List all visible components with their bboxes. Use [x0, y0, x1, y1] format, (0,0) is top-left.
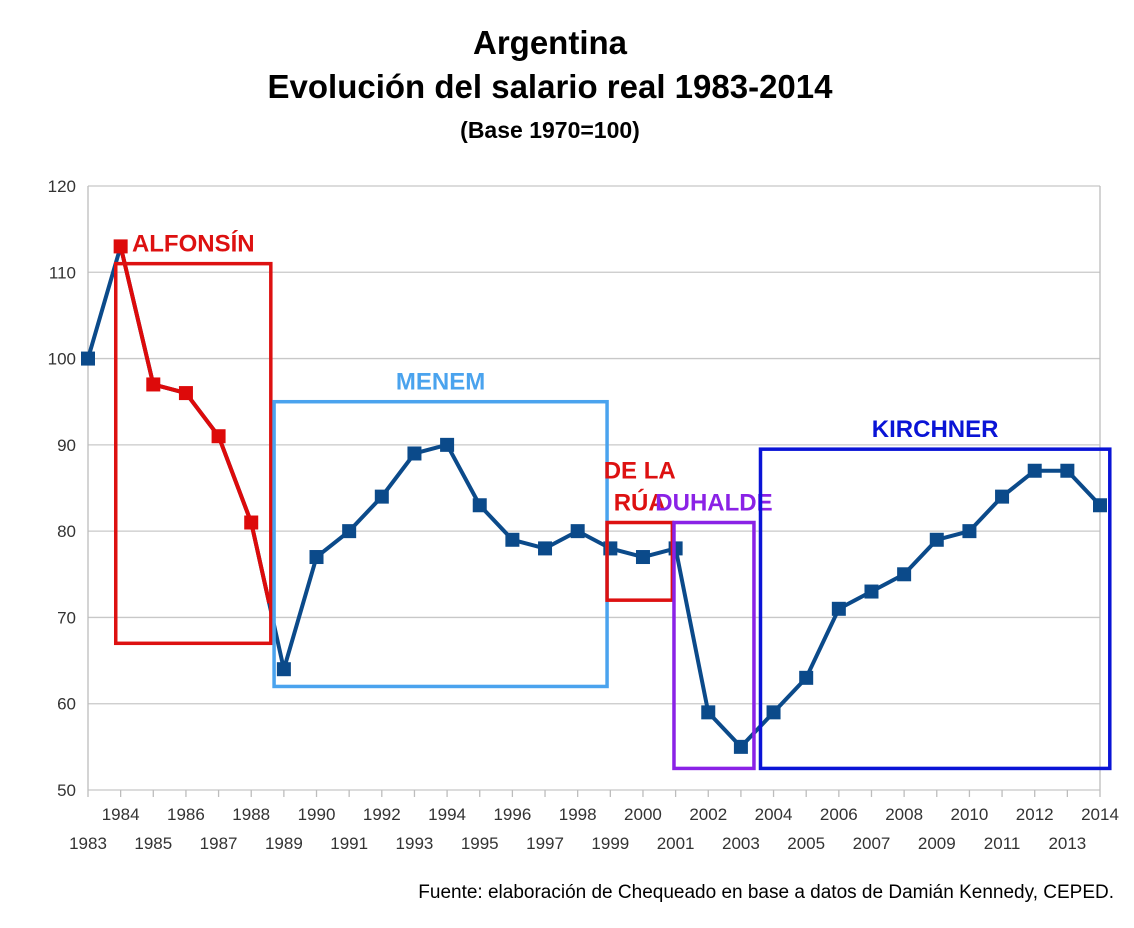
- data-point: [538, 541, 553, 556]
- y-tick-label: 50: [57, 781, 76, 800]
- x-tick-label: 1983: [69, 834, 107, 853]
- data-point: [799, 670, 814, 685]
- x-tick-label: 2014: [1081, 805, 1119, 824]
- data-point: [995, 489, 1010, 504]
- x-tick-label: 1994: [428, 805, 466, 824]
- annotation-label: ALFONSÍN: [132, 230, 255, 258]
- chart-title-line-1: Argentina: [472, 24, 627, 61]
- x-tick-label: 2001: [657, 834, 695, 853]
- x-tick-label: 1996: [493, 805, 531, 824]
- data-point: [178, 386, 193, 401]
- data-point: [81, 351, 95, 366]
- data-point: [211, 429, 226, 444]
- x-tick-label: 2009: [918, 834, 956, 853]
- data-point: [374, 489, 389, 504]
- x-tick-label: 1993: [396, 834, 434, 853]
- x-tick-label: 2011: [984, 834, 1021, 853]
- data-point: [1060, 463, 1075, 478]
- data-point: [440, 437, 455, 452]
- data-point: [276, 662, 291, 677]
- data-point: [733, 739, 748, 754]
- y-tick-label: 80: [57, 522, 76, 541]
- y-tick-label: 110: [49, 263, 76, 282]
- data-point: [962, 524, 977, 539]
- annotation-label: DUHALDE: [655, 490, 772, 517]
- x-tick-label: 2006: [820, 805, 858, 824]
- x-tick-label: 1988: [232, 805, 270, 824]
- data-point: [864, 584, 879, 599]
- y-tick-label: 100: [48, 350, 76, 369]
- data-point: [244, 515, 259, 530]
- series-layer: [81, 239, 1107, 754]
- x-tick-label: 1985: [134, 834, 172, 853]
- x-tick-label: 1987: [200, 834, 238, 853]
- x-tick-label: 1991: [330, 834, 368, 853]
- x-tick-label: 1992: [363, 805, 401, 824]
- axis-layer: 50 60 70 80 90 100 110 120 1984 1986 1988 1990 1992 1…: [48, 177, 1119, 853]
- data-point: [1027, 463, 1042, 478]
- x-tick-label: 2003: [722, 834, 760, 853]
- series-line-highlight: [118, 245, 272, 604]
- line-chart: 50 60 70 80 90 100 110 120 1984 1986 1988 1990 1992 1…: [48, 177, 1119, 853]
- x-tick-label: 2005: [787, 834, 825, 853]
- annotation-label: RÚA: [614, 489, 666, 517]
- x-tick-label: 2000: [624, 805, 662, 824]
- data-point: [831, 601, 846, 616]
- x-tick-label: 2010: [951, 805, 989, 824]
- x-tick-label: 2013: [1048, 834, 1086, 853]
- data-point: [929, 532, 944, 547]
- data-point: [635, 550, 650, 565]
- x-tick-label: 1997: [526, 834, 564, 853]
- x-tick-label: 2012: [1016, 805, 1054, 824]
- annotation-label: KIRCHNER: [872, 416, 999, 443]
- x-tick-label: 1990: [298, 805, 336, 824]
- data-point: [766, 705, 781, 720]
- annotation-box: [672, 520, 756, 771]
- x-tick-label: 1989: [265, 834, 303, 853]
- data-point: [407, 446, 422, 461]
- x-tick-label: 1984: [102, 805, 140, 824]
- data-point: [309, 550, 324, 565]
- data-point: [1093, 498, 1107, 513]
- x-tick-label: 2004: [755, 805, 793, 824]
- x-tick-label: 1999: [591, 834, 629, 853]
- x-tick-label: 2002: [689, 805, 727, 824]
- data-point: [701, 705, 716, 720]
- x-tick-label: 2008: [885, 805, 923, 824]
- data-point: [342, 524, 357, 539]
- source-note: Fuente: elaboración de Chequeado en base…: [418, 882, 1114, 903]
- x-tick-label: 2007: [853, 834, 891, 853]
- annotation-box: [758, 447, 1112, 771]
- data-point: [113, 239, 128, 254]
- x-tick-label: 1998: [559, 805, 597, 824]
- data-point: [505, 532, 520, 547]
- chart-title-line-2: Evolución del salario real 1983-2014: [267, 68, 833, 105]
- data-point: [472, 498, 487, 513]
- annotation-box: [113, 261, 273, 646]
- data-point: [146, 377, 161, 392]
- data-point: [570, 524, 585, 539]
- y-tick-label: 70: [57, 608, 76, 627]
- x-tick-label: 1995: [461, 834, 499, 853]
- chart-subtitle: (Base 1970=100): [460, 117, 640, 143]
- y-tick-label: 90: [57, 436, 76, 455]
- annotation-label: DE LA: [604, 458, 676, 485]
- x-tick-label: 1986: [167, 805, 205, 824]
- y-tick-label: 120: [48, 177, 76, 196]
- annotation-label: MENEM: [396, 369, 485, 396]
- grid-layer: [87, 185, 1101, 791]
- y-tick-label: 60: [57, 695, 76, 714]
- data-point: [897, 567, 912, 582]
